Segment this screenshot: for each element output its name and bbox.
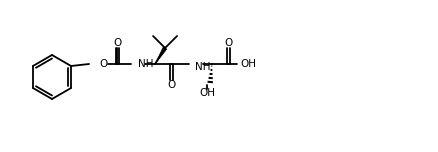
Text: O: O <box>167 80 175 90</box>
Text: OH: OH <box>199 88 215 98</box>
Polygon shape <box>155 47 167 64</box>
Text: O: O <box>224 38 232 48</box>
Text: O: O <box>99 59 107 69</box>
Text: OH: OH <box>240 59 256 69</box>
Text: O: O <box>113 38 121 48</box>
Text: NH: NH <box>138 59 154 69</box>
Text: NH: NH <box>195 62 211 72</box>
